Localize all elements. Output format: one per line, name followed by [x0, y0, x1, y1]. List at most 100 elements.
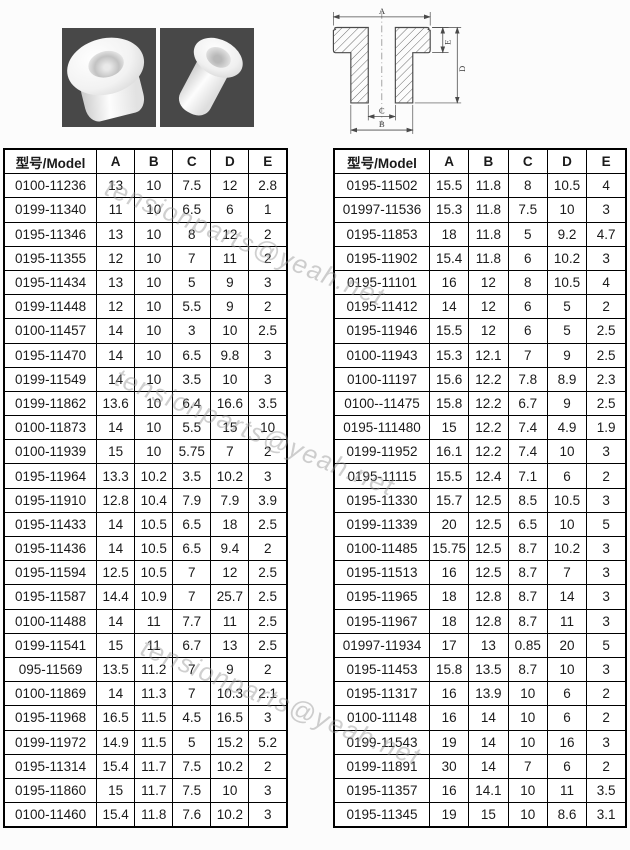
column-header-model: 型号/Model [3, 148, 98, 175]
dimension-cell: 3 [248, 342, 288, 368]
table-row: 0100-11869 14 11.3 7 10.3 2.1 [3, 681, 288, 707]
dimension-cell: 7 [507, 753, 548, 779]
dimension-cell: 19 [428, 802, 470, 828]
dimension-cell: 10 [134, 221, 174, 247]
model-cell: 0199-11340 [3, 197, 98, 223]
model-cell: 0195-11355 [3, 245, 98, 271]
dimension-cell: 5.5 [172, 294, 212, 320]
dimension-cell: 2 [586, 753, 627, 779]
model-cell: 0199-11549 [3, 366, 98, 392]
dimension-cell: 15.8 [428, 656, 470, 683]
dimension-cell: 9.4 [210, 535, 250, 562]
dimension-cell: 5 [507, 221, 548, 247]
table-row: 0195-11115 15.5 12.4 7.1 6 2 [333, 463, 627, 489]
dimension-cell: 11.8 [468, 173, 509, 199]
dimension-cell: 2 [248, 439, 288, 465]
dimension-cell: 3 [248, 269, 288, 296]
header-row: 型号/Model A B C D E [333, 148, 627, 175]
dimension-cell: 3 [248, 366, 288, 392]
table-row: 0100-11236 13 10 7.5 12 2.8 [3, 173, 288, 199]
dimension-cell: 3 [586, 439, 627, 465]
table-row: 0195-11860 15 11.7 7.5 10 3 [3, 777, 288, 804]
model-cell: 0195-11412 [333, 294, 430, 320]
dimension-cell: 10 [507, 802, 548, 828]
table-row: 01997-11934 17 13 0.85 20 5 [333, 632, 627, 658]
dimension-cell: 15.3 [428, 197, 470, 223]
model-cell: 0100-11148 [333, 705, 430, 731]
dimension-cell: 6.7 [172, 632, 212, 658]
table-row: 0195-111480 15 12.2 7.4 4.9 1.9 [333, 415, 627, 441]
dimension-cell: 12.5 [468, 535, 509, 562]
table-row: 0195-11910 12.8 10.4 7.9 7.9 3.9 [3, 487, 288, 513]
dimension-cell: 10 [134, 342, 174, 368]
dimension-cell: 10.9 [134, 584, 174, 610]
dimension-cell: 3.5 [172, 366, 212, 392]
dimension-cell: 9 [546, 390, 588, 417]
table-row: 0195-11330 15.7 12.5 8.5 10.5 3 [333, 487, 627, 513]
cross-section-right-wall [394, 26, 431, 104]
dimension-cell: 10 [546, 656, 588, 683]
dimension-cell: 2 [248, 221, 288, 247]
dimension-cell: 2.5 [248, 608, 288, 634]
dimension-cell: 12.5 [468, 560, 509, 586]
dimension-cell: 15.4 [96, 753, 136, 779]
model-cell: 0100-11939 [3, 439, 98, 465]
table-row: 0195-11946 15.5 12 6 5 2.5 [333, 318, 627, 344]
model-cell: 0199-11541 [3, 632, 98, 658]
dimension-cell: 6 [546, 705, 588, 731]
dimension-cell: 15 [96, 632, 136, 658]
dimension-cell: 7.6 [172, 802, 212, 828]
dimension-cell: 10 [507, 777, 548, 804]
header-row: 型号/Model A B C D E [3, 148, 288, 175]
dimension-cell: 7.5 [172, 173, 212, 199]
dimension-cell: 12.8 [96, 487, 136, 513]
dimension-cell: 10.2 [210, 802, 250, 828]
model-cell: 0100-11485 [333, 535, 430, 562]
dimension-cell: 3 [586, 729, 627, 755]
dimension-cell: 2 [248, 294, 288, 320]
dimension-cell: 14 [546, 584, 588, 610]
dimension-cell: 14 [96, 608, 136, 634]
dimension-cell: 3.9 [248, 487, 288, 513]
model-dimensions-table-right: 型号/Model A B C D E 0195-11502 15.5 11.8 8 10.5 4 019… [333, 148, 627, 829]
table-row: 0195-11317 16 13.9 10 6 2 [333, 681, 627, 707]
dimension-cell: 9 [546, 342, 588, 368]
dimension-cell: 10.5 [546, 269, 588, 296]
model-cell: 0195-11946 [333, 318, 430, 344]
dimension-cell: 10.5 [546, 173, 588, 199]
dimension-cell: 3 [586, 245, 627, 271]
dimension-cell: 2 [586, 681, 627, 707]
dimension-cell: 12.2 [468, 390, 509, 417]
table-row: 0199-11543 19 14 10 16 3 [333, 729, 627, 755]
dimension-cell: 10 [134, 245, 174, 271]
model-cell: 0100-11943 [333, 342, 430, 368]
dimension-cell: 6 [546, 463, 588, 489]
dimension-cell: 9 [210, 656, 250, 683]
dimension-cell: 11.8 [134, 802, 174, 828]
dimension-cell: 7.9 [210, 487, 250, 513]
dimension-cell: 16 [428, 269, 470, 296]
dimension-cell: 8 [507, 173, 548, 199]
model-cell: 0195-11502 [333, 173, 430, 199]
dimension-cell: 14 [96, 535, 136, 562]
dimension-cell: 2 [586, 705, 627, 731]
dimension-cell: 10 [210, 777, 250, 804]
dimension-cell: 12.5 [468, 511, 509, 538]
model-cell: 0195-11115 [333, 463, 430, 489]
dimension-label-d: D [457, 66, 466, 72]
model-cell: 0199-11339 [333, 511, 430, 538]
dimension-cell: 5 [546, 294, 588, 320]
table-row: 0199-11891 30 14 7 6 2 [333, 753, 627, 779]
dimension-cell: 8 [172, 221, 212, 247]
dimension-cell: 12.2 [468, 415, 509, 441]
dimension-cell: 7 [172, 656, 212, 683]
dimension-cell: 7.5 [507, 197, 548, 223]
dimension-cell: 3 [172, 318, 212, 344]
dimension-cell: 5 [586, 511, 627, 538]
dimension-cell: 10.2 [546, 245, 588, 271]
dimension-cell: 11 [134, 632, 174, 658]
model-cell: 0195-11101 [333, 269, 430, 296]
dimension-cell: 12 [468, 318, 509, 344]
dimension-cell: 10 [134, 173, 174, 199]
dimension-cell: 5.75 [172, 439, 212, 465]
